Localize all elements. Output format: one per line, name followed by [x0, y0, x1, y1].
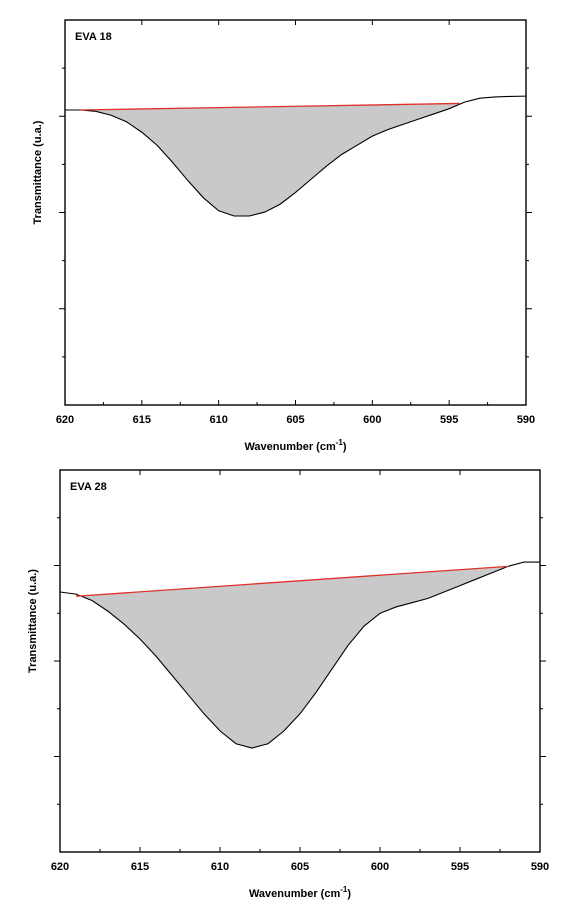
panel-title: EVA 18 — [75, 31, 112, 43]
panel-title: EVA 28 — [70, 481, 107, 493]
x-tick-label: 620 — [51, 861, 69, 873]
plot-frame — [64, 19, 527, 406]
x-tick-label: 590 — [531, 861, 549, 873]
chart-eva-28: 620 615 610 605 600 595 590 EVA 28 Wavenumber (c… — [27, 469, 549, 900]
spectrum-line — [65, 95, 527, 217]
x-tick-label: 590 — [517, 414, 535, 426]
integrated-area — [80, 103, 460, 216]
chart-panel-eva-28: 620 615 610 605 600 595 590 EVA 28 Wavenumber (c… — [0, 460, 565, 906]
x-tick-label: 605 — [286, 414, 304, 426]
x-tick-label: 605 — [291, 861, 309, 873]
x-tick-label: 595 — [440, 414, 458, 426]
x-axis-label: Wavenumber (cm-1) — [249, 885, 351, 900]
y-axis-label: Transmittance (u.a.) — [27, 569, 39, 673]
x-tick-label: 600 — [371, 861, 389, 873]
x-tick-label: 615 — [133, 414, 151, 426]
chart-panel-eva-18: 620 615 610 605 600 595 590 EVA 18 Wavenumber (c… — [32, 19, 535, 453]
integrated-area — [76, 566, 508, 748]
y-axis-label: Transmittance (u.a.) — [32, 120, 44, 224]
x-tick-label: 610 — [209, 414, 227, 426]
spectrum-line — [59, 561, 540, 749]
x-axis-label: Wavenumber (cm-1) — [244, 438, 346, 453]
x-tick-label: 620 — [56, 414, 74, 426]
x-tick-label: 595 — [451, 861, 469, 873]
baseline-line — [75, 565, 509, 597]
x-tick-label: 600 — [363, 414, 381, 426]
baseline-line — [80, 102, 460, 111]
chart-eva-18: 620 615 610 605 600 595 590 EVA 18 Wavenumber (c… — [32, 19, 535, 453]
x-tick-label: 610 — [211, 861, 229, 873]
x-tick-label: 615 — [131, 861, 149, 873]
